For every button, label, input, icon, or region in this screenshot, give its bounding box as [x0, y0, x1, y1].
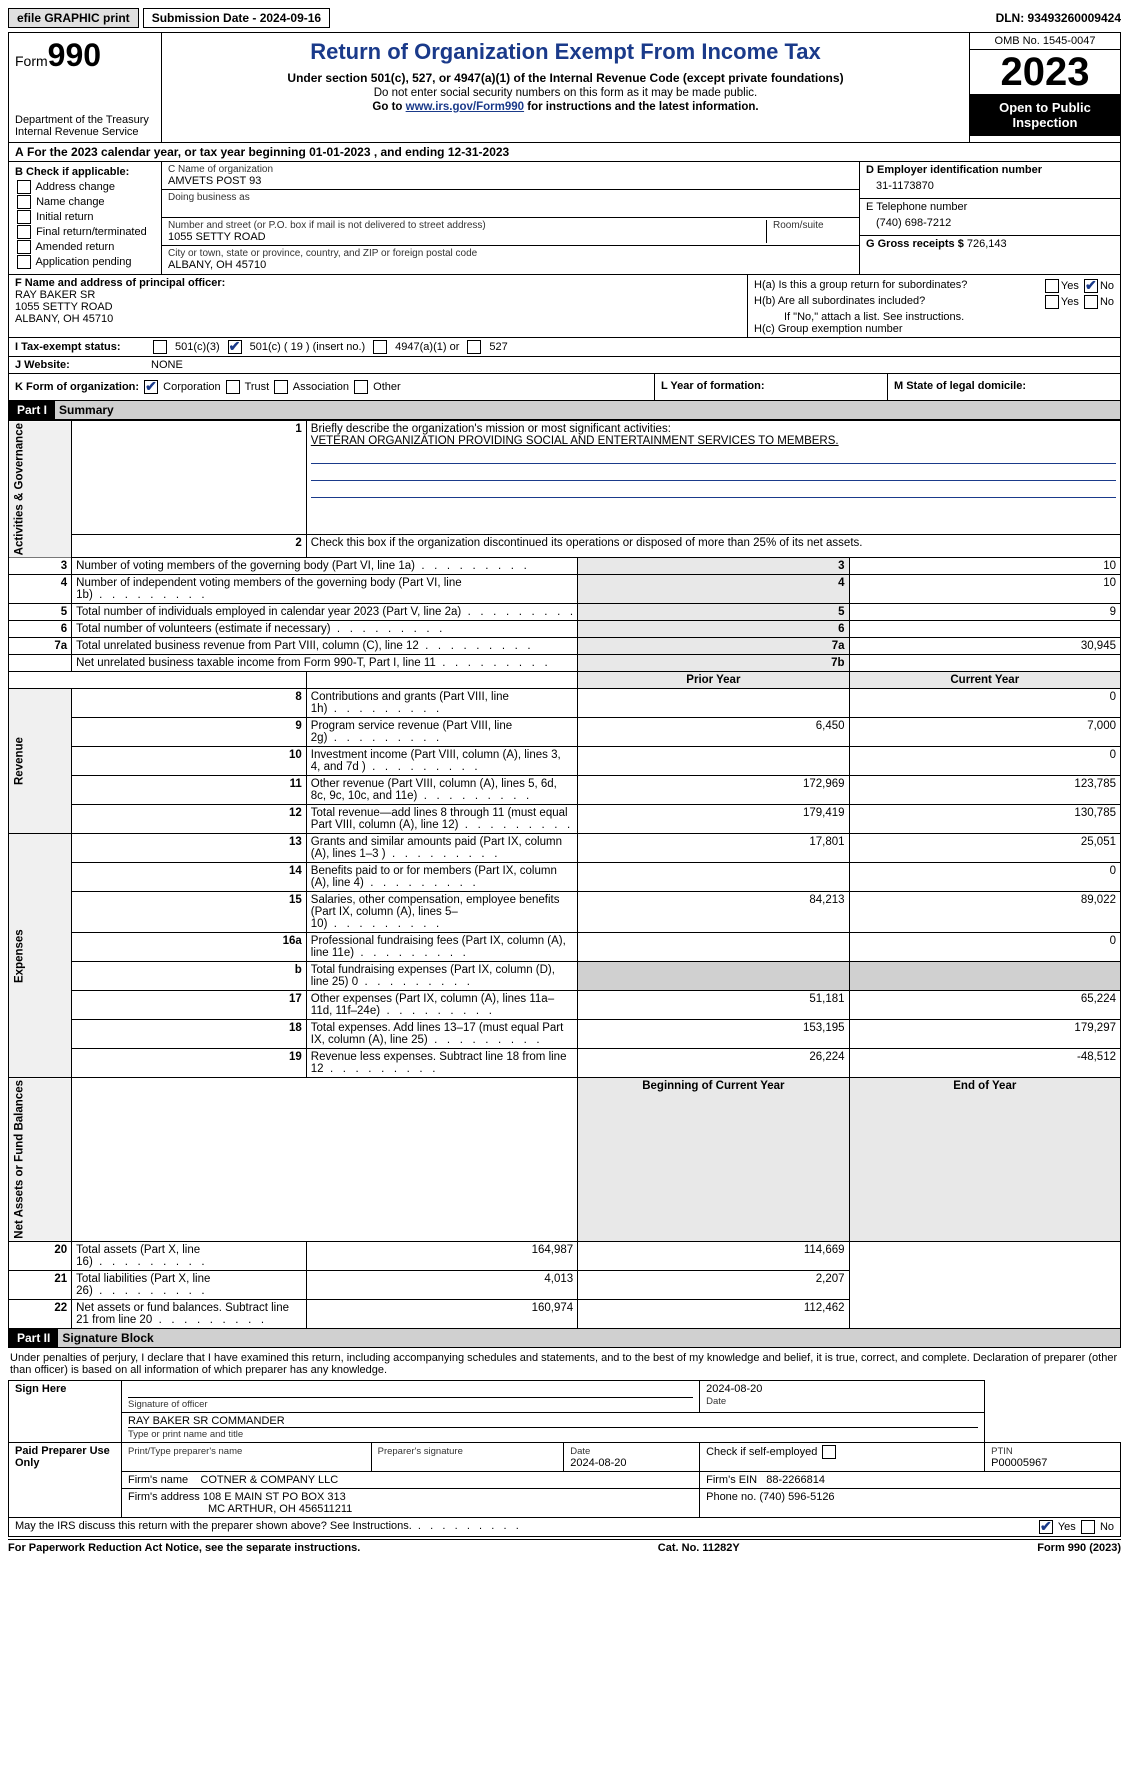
street-address: 1055 SETTY ROAD	[168, 231, 760, 243]
goto-prefix: Go to	[372, 101, 405, 113]
firm-addr: 108 E MAIN ST PO BOX 313	[203, 1491, 346, 1503]
room-label: Room/suite	[773, 220, 853, 231]
city-label: City or town, state or province, country…	[168, 248, 853, 259]
chk-trust[interactable]	[226, 380, 240, 394]
vert-governance: Activities & Governance	[9, 421, 72, 558]
firm-phone: (740) 596-5126	[759, 1491, 834, 1503]
chk-address-change[interactable]: Address change	[15, 180, 155, 194]
line-klm: K Form of organization: Corporation Trus…	[8, 374, 1121, 401]
chk-assoc[interactable]	[274, 380, 288, 394]
q1-label: Briefly describe the organization's miss…	[311, 423, 671, 435]
line-j: J Website: NONE	[8, 357, 1121, 374]
ha-no[interactable]	[1084, 279, 1098, 293]
phone-value: (740) 698-7212	[866, 213, 1114, 233]
paid-preparer-label: Paid Preparer Use Only	[9, 1443, 122, 1518]
q1-text: VETERAN ORGANIZATION PROVIDING SOCIAL AN…	[311, 435, 839, 447]
part1-header: Part ISummary	[8, 401, 1121, 420]
hdr-beg: Beginning of Current Year	[578, 1078, 849, 1242]
page-footer: For Paperwork Reduction Act Notice, see …	[8, 1539, 1121, 1556]
ssn-note: Do not enter social security numbers on …	[168, 87, 963, 99]
line-a: A For the 2023 calendar year, or tax yea…	[8, 143, 1121, 162]
chk-final-return[interactable]: Final return/terminated	[15, 225, 155, 239]
self-emp: Check if self-employed	[706, 1446, 817, 1458]
signature-table: Sign Here Signature of officer 2024-08-2…	[8, 1380, 1121, 1518]
open-public-badge: Open to Public Inspection	[970, 94, 1120, 136]
hc-label: H(c) Group exemption number	[754, 323, 1114, 335]
hb-note: If "No," attach a list. See instructions…	[754, 311, 1114, 323]
chk-amended-return[interactable]: Amended return	[15, 240, 155, 254]
ein-value: 31-1173870	[866, 176, 1114, 196]
chk-application-pending[interactable]: Application pending	[15, 255, 155, 269]
top-toolbar: efile GRAPHIC print Submission Date - 20…	[8, 8, 1121, 28]
chk-corp[interactable]	[144, 380, 158, 394]
discuss-no[interactable]	[1081, 1520, 1095, 1534]
officer-addr1: 1055 SETTY ROAD	[15, 301, 741, 313]
website-value: NONE	[151, 359, 183, 371]
form-title: Return of Organization Exempt From Incom…	[168, 39, 963, 65]
chk-501c3[interactable]	[153, 340, 167, 354]
dba-label: Doing business as	[168, 192, 853, 203]
q2-text: Check this box if the organization disco…	[311, 537, 863, 549]
form-number: 990	[48, 37, 101, 73]
hb-no[interactable]	[1084, 295, 1098, 309]
chk-initial-return[interactable]: Initial return	[15, 210, 155, 224]
dln-number: DLN: 93493260009424	[996, 11, 1121, 25]
section-bcdeg: B Check if applicable: Address change Na…	[8, 162, 1121, 275]
sig-date: 2024-08-20	[706, 1383, 978, 1395]
firm-name: COTNER & COMPANY LLC	[200, 1474, 338, 1486]
officer-sig-name: RAY BAKER SR COMMANDER	[128, 1415, 978, 1428]
l-label: L Year of formation:	[661, 380, 765, 392]
box-b-label: B Check if applicable:	[15, 166, 155, 178]
street-label: Number and street (or P.O. box if mail i…	[168, 220, 760, 231]
phone-label: E Telephone number	[866, 201, 1114, 213]
discuss-yes[interactable]	[1039, 1520, 1053, 1534]
declaration-text: Under penalties of perjury, I declare th…	[8, 1348, 1121, 1380]
sign-here-label: Sign Here	[9, 1381, 122, 1443]
form-header: Form990 Department of the Treasury Inter…	[8, 32, 1121, 143]
m-label: M State of legal domicile:	[894, 380, 1026, 392]
prep-date: 2024-08-20	[570, 1457, 626, 1469]
irs-link[interactable]: www.irs.gov/Form990	[406, 101, 524, 113]
org-name-label: C Name of organization	[168, 164, 853, 175]
summary-table: Activities & Governance 1 Briefly descri…	[8, 420, 1121, 1329]
section-fh: F Name and address of principal officer:…	[8, 275, 1121, 338]
ptin-value: P00005967	[991, 1457, 1047, 1469]
submission-date: Submission Date - 2024-09-16	[143, 8, 330, 28]
ha-label: H(a) Is this a group return for subordin…	[754, 279, 967, 293]
hdr-curr: Current Year	[849, 672, 1120, 689]
ein-label: D Employer identification number	[866, 164, 1114, 176]
part2-header: Part IISignature Block	[8, 1329, 1121, 1348]
chk-other[interactable]	[354, 380, 368, 394]
vert-net: Net Assets or Fund Balances	[9, 1078, 72, 1242]
gross-value: 726,143	[967, 238, 1007, 250]
chk-501c[interactable]	[228, 340, 242, 354]
goto-suffix: for instructions and the latest informat…	[524, 101, 759, 113]
officer-label: F Name and address of principal officer:	[15, 277, 225, 289]
form-subtitle: Under section 501(c), 527, or 4947(a)(1)…	[168, 71, 963, 85]
gross-label: G Gross receipts $	[866, 238, 964, 250]
hb-label: H(b) Are all subordinates included?	[754, 295, 925, 309]
hb-yes[interactable]	[1045, 295, 1059, 309]
chk-527[interactable]	[467, 340, 481, 354]
hdr-end: End of Year	[849, 1078, 1120, 1242]
hdr-prior: Prior Year	[578, 672, 849, 689]
tax-year-big: 2023	[970, 50, 1120, 94]
ha-yes[interactable]	[1045, 279, 1059, 293]
officer-name: RAY BAKER SR	[15, 289, 741, 301]
omb-number: OMB No. 1545-0047	[970, 33, 1120, 50]
line-i: I Tax-exempt status: 501(c)(3) 501(c) ( …	[8, 338, 1121, 357]
org-name: AMVETS POST 93	[168, 175, 853, 187]
form-label: Form	[15, 53, 48, 69]
city-value: ALBANY, OH 45710	[168, 259, 853, 271]
firm-ein: 88-2266814	[766, 1474, 825, 1486]
dept-label: Department of the Treasury Internal Reve…	[15, 114, 155, 138]
discuss-row: May the IRS discuss this return with the…	[8, 1518, 1121, 1537]
officer-addr2: ALBANY, OH 45710	[15, 313, 741, 325]
chk-self-emp[interactable]	[822, 1445, 836, 1459]
efile-button[interactable]: efile GRAPHIC print	[8, 8, 139, 28]
chk-name-change[interactable]: Name change	[15, 195, 155, 209]
firm-city: MC ARTHUR, OH 456511211	[128, 1503, 352, 1515]
chk-4947[interactable]	[373, 340, 387, 354]
k-label: K Form of organization:	[15, 381, 139, 393]
